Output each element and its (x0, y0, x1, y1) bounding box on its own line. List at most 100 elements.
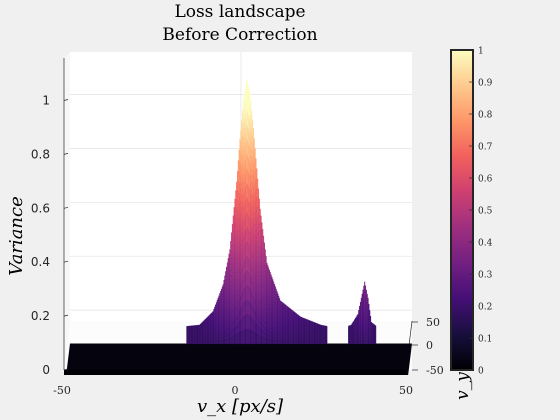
surface-strip (315, 341, 317, 343)
surface-strip (229, 265, 231, 271)
surface-strip (290, 318, 292, 321)
surface-strip (322, 329, 324, 331)
surface-strip (359, 306, 361, 310)
surface-strip (305, 318, 307, 321)
surface-strip (230, 280, 232, 288)
surface-strip (311, 325, 313, 327)
surface-strip (279, 302, 281, 306)
surface-strip (301, 324, 303, 327)
surface-strip (242, 175, 244, 189)
surface-strip (225, 319, 227, 325)
surface-strip (300, 318, 302, 321)
surface-strip (361, 321, 363, 325)
surface-strip (223, 336, 225, 341)
surface-strip (324, 331, 326, 334)
surface-strip (268, 326, 270, 332)
surface-strip (238, 289, 240, 302)
surface-strip (217, 315, 219, 319)
surface-strip (207, 323, 209, 327)
surface-strip (249, 287, 251, 303)
surface-strip (217, 335, 219, 340)
surface-strip (306, 336, 308, 339)
surface-strip (223, 294, 225, 299)
surface-strip (322, 338, 324, 341)
surface-strip (211, 329, 213, 332)
surface-strip (226, 313, 228, 319)
surface-strip (316, 328, 318, 331)
surface-strip (285, 339, 287, 342)
surface-strip (282, 341, 284, 345)
surface-strip (286, 324, 288, 328)
surface-strip (249, 232, 251, 247)
surface-strip (204, 329, 206, 332)
surface-strip (320, 342, 322, 345)
surface-strip (224, 309, 226, 314)
surface-strip (371, 322, 373, 325)
surface-strip (206, 337, 208, 340)
surface-strip (289, 317, 291, 321)
surface-strip (374, 334, 376, 336)
surface-strip (210, 319, 212, 323)
surface-strip (233, 229, 235, 239)
surface-strip (263, 326, 265, 333)
surface-strip (263, 235, 265, 243)
surface-strip (373, 324, 375, 326)
surface-strip (290, 312, 292, 316)
surface-strip (300, 333, 302, 336)
surface-strip (373, 333, 375, 336)
surface-strip (304, 337, 306, 340)
surface-strip (258, 266, 260, 276)
surface-strip (189, 340, 191, 343)
surface-strip (272, 322, 274, 327)
surface-strip (306, 319, 308, 322)
surface-strip (298, 323, 300, 326)
surface-strip (279, 303, 281, 307)
surface-strip (284, 337, 286, 340)
surface-strip (370, 328, 372, 331)
surface-strip (272, 300, 274, 305)
surface-strip (235, 326, 237, 336)
surface-strip (252, 175, 254, 189)
surface-strip (306, 334, 308, 337)
surface-strip (365, 324, 367, 329)
surface-strip (278, 306, 280, 310)
surface-strip (200, 342, 202, 345)
surface-strip (209, 319, 211, 322)
surface-strip (269, 280, 271, 285)
surface-strip (202, 325, 204, 327)
surface-strip (206, 320, 208, 323)
surface-strip (287, 337, 289, 340)
surface-strip (191, 326, 193, 329)
surface-strip (271, 276, 273, 282)
z-tick-label: 0.6 (31, 201, 50, 215)
surface-strip (195, 328, 197, 330)
surface-strip (375, 329, 377, 332)
surface-strip (226, 320, 228, 327)
surface-strip (293, 339, 295, 343)
surface-strip (366, 321, 368, 325)
surface-strip (265, 256, 267, 262)
surface-strip (263, 289, 265, 297)
surface-strip (320, 339, 322, 341)
surface-strip (359, 310, 361, 313)
surface-strip (287, 333, 289, 336)
surface-strip (233, 275, 235, 284)
surface-strip (226, 334, 228, 340)
surface-strip (188, 334, 190, 337)
surface-strip (247, 227, 249, 243)
surface-strip (308, 326, 310, 329)
surface-strip (231, 330, 233, 338)
surface-strip (301, 328, 303, 332)
surface-strip (197, 333, 199, 335)
surface-strip (317, 336, 319, 339)
surface-strip (255, 281, 257, 293)
surface-strip (301, 330, 303, 333)
surface-strip (325, 340, 327, 343)
surface-strip (210, 335, 212, 338)
surface-strip (190, 338, 192, 341)
surface-strip (249, 190, 251, 205)
surface-strip (189, 339, 191, 342)
surface-strip (272, 290, 274, 295)
surface-strip (326, 342, 328, 345)
surface-strip (244, 90, 246, 105)
